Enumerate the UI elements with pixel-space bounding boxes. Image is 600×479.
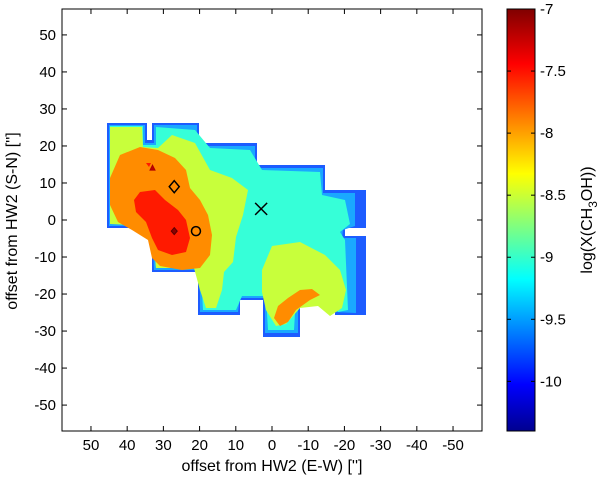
colorbar-tick-label: -10 bbox=[540, 373, 562, 390]
colorbar-tick-label: -7.5 bbox=[540, 63, 566, 80]
y-tick-label: 40 bbox=[39, 64, 56, 81]
y-tick-label: -50 bbox=[34, 397, 56, 414]
x-tick-label: 0 bbox=[268, 437, 276, 454]
marker-diamond bbox=[168, 179, 181, 194]
contour-level-6 bbox=[134, 190, 190, 255]
x-tick-label: -10 bbox=[297, 437, 319, 454]
x-tick-label: 30 bbox=[155, 437, 172, 454]
colorbar-tick-label: -9.5 bbox=[540, 311, 566, 328]
y-tick-label: -20 bbox=[34, 286, 56, 303]
x-tick-label: 10 bbox=[227, 437, 244, 454]
axes: 50 40 30 20 10 0 -10 -20 -30 -40 -50 50 40 30 20 10 0 -10… bbox=[34, 9, 482, 454]
y-tick-label: -40 bbox=[34, 360, 56, 377]
colorbar-label: log(X(CH3OH)) bbox=[579, 166, 600, 273]
x-tick-label: 50 bbox=[83, 437, 100, 454]
colorbar bbox=[506, 8, 536, 432]
y-axis-label: offset from HW2 (S-N) [''] bbox=[4, 132, 21, 309]
marker-circle bbox=[190, 225, 202, 237]
colorbar-tick-label: -9 bbox=[540, 249, 553, 266]
x-tick-label: -50 bbox=[442, 437, 464, 454]
colorbar-label-part-2: OH)) bbox=[579, 166, 596, 201]
y-tick-label: 0 bbox=[48, 212, 56, 229]
y-tick-label: 30 bbox=[39, 101, 56, 118]
y-tick-label: -10 bbox=[34, 249, 56, 266]
contour-level-6b bbox=[146, 163, 151, 167]
x-tick-label: 20 bbox=[191, 437, 208, 454]
colorbar-label-part-1: log(X(CH bbox=[579, 208, 596, 274]
contour-level-5b bbox=[274, 289, 320, 326]
y-tick-label: -30 bbox=[34, 323, 56, 340]
x-axis-label: offset from HW2 (E-W) [''] bbox=[182, 458, 363, 475]
colorbar-tick-label: -8 bbox=[540, 125, 553, 142]
colorbar-tick-label: -8.5 bbox=[540, 187, 566, 204]
contour-map bbox=[107, 123, 366, 337]
x-tick-label: -20 bbox=[334, 437, 356, 454]
y-tick-label: 10 bbox=[39, 175, 56, 192]
colorbar-tick-label: -7 bbox=[540, 1, 553, 18]
x-tick-label: 40 bbox=[119, 437, 136, 454]
markers bbox=[149, 164, 268, 237]
x-tick-label: -40 bbox=[406, 437, 428, 454]
marker-cross bbox=[254, 202, 268, 216]
marker-diamond-filled bbox=[170, 226, 178, 236]
colorbar-label-subscript: 3 bbox=[586, 201, 600, 208]
y-tick-label: 20 bbox=[39, 138, 56, 155]
marker-star bbox=[149, 164, 156, 171]
x-tick-label: -30 bbox=[370, 437, 392, 454]
y-tick-label: 50 bbox=[39, 27, 56, 44]
colorbar-axis: -7 -7.5 -8 -8.5 -9 -9.5 -10 bbox=[507, 1, 566, 390]
